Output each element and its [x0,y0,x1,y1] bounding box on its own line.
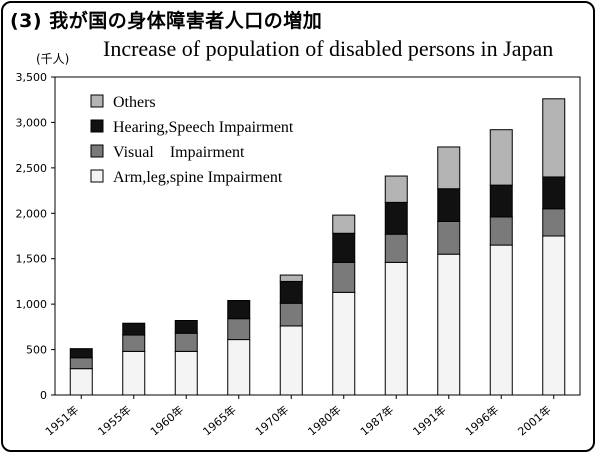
bar-segment [174,332,198,352]
bar-segment [384,175,408,203]
bar-segment [384,233,408,263]
bar-segment [489,184,513,218]
bar-segment [542,208,566,237]
bar-segment [279,325,303,396]
bar-segment [174,319,198,334]
bar-segment [489,129,513,186]
bar-segment [69,368,93,396]
bar-segment [279,302,303,327]
bar-segment [542,98,566,178]
y-tick-label: 2,000 [16,207,48,220]
bar-segment [227,318,251,341]
legend-swatch [90,144,104,158]
x-tick-label: 1970年 [252,403,291,439]
chart-frame [1,1,595,452]
bar-segment [69,357,93,370]
bar-segment [384,201,408,235]
bar-segment [332,232,356,263]
bar-segment [332,291,356,396]
y-tick-label: 1,500 [16,253,48,266]
bar-segment [174,350,198,396]
plot-area [54,76,581,396]
x-tick-label: 2001年 [515,403,554,439]
legend-swatch [90,119,104,133]
legend-label: Arm,leg,spine Impairment [113,169,283,186]
y-tick-label: 2,500 [16,162,48,175]
x-tick-label: 1980年 [305,403,344,439]
bar-segment [437,253,461,396]
x-tick-label: 1951年 [42,403,81,439]
x-tick-label: 1960年 [147,403,186,439]
bar-segment [332,261,356,293]
bar-segment [437,146,461,190]
legend-swatch [90,169,104,183]
bar-segment [279,274,303,282]
x-tick-label: 1987年 [357,403,396,439]
bar-segment [437,220,461,255]
bar-segment [332,214,356,234]
bar-segment [122,350,146,396]
bar-segment [489,216,513,246]
legend-label: Visual Impairment [113,144,245,161]
chart-subtitle: Increase of population of disabled perso… [103,36,554,61]
bar-segment [437,188,461,222]
bar-segment [279,280,303,304]
y-tick-label: 3,000 [16,116,48,129]
x-tick-label: 1965年 [200,403,239,439]
y-tick-label: 0 [40,389,47,402]
y-tick-label: 1,000 [16,298,48,311]
chart-title: (3) 我が国の身体障害者人口の増加 [10,10,323,32]
legend-swatch [90,94,104,108]
x-tick-label: 1955年 [95,403,134,439]
legend-label: Hearing,Speech Impairment [113,119,294,136]
bar-segment [542,176,566,210]
bar-segment [69,348,93,359]
bar-segment [122,322,146,336]
bar-segment [227,339,251,396]
bar-segment [122,334,146,352]
bar-segment [384,261,408,396]
x-tick-label: 1991年 [410,403,449,439]
legend-label: Others [113,94,156,111]
y-axis-unit: (千人) [36,52,70,66]
bar-segment [542,235,566,396]
y-tick-label: 3,500 [16,71,48,84]
x-tick-label: 1996年 [462,403,501,439]
bar-segment [227,300,251,320]
bar-segment [489,244,513,396]
y-tick-label: 500 [26,344,47,357]
